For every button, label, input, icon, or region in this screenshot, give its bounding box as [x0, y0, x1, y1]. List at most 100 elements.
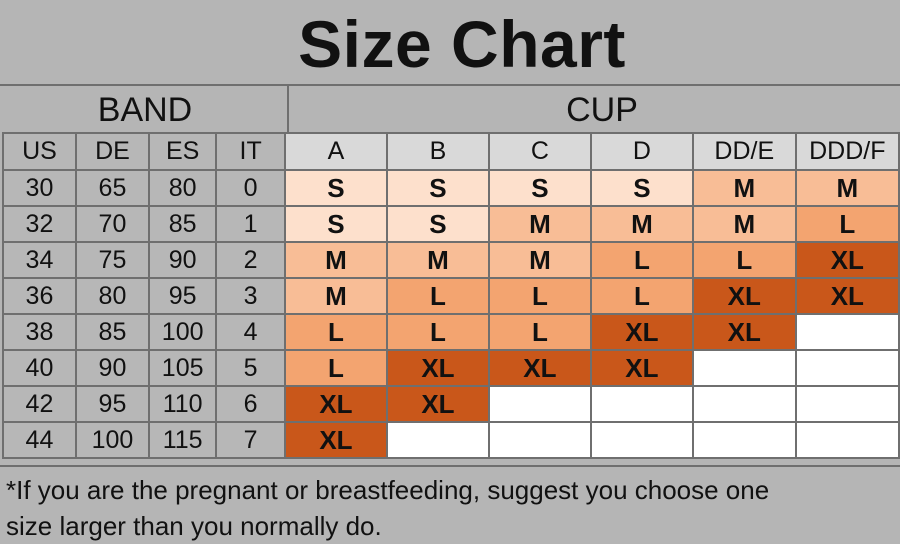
empty-cell — [691, 421, 797, 459]
size-cell: XL — [283, 421, 388, 459]
header-divider — [287, 86, 289, 132]
band-cell: 7 — [215, 421, 286, 459]
size-cell: L — [385, 313, 490, 351]
size-cell: L — [794, 205, 900, 243]
band-cell: 2 — [215, 241, 286, 279]
band-cell: 85 — [74, 313, 151, 351]
size-cell: XL — [794, 277, 900, 315]
size-cell: M — [487, 241, 592, 279]
empty-cell — [691, 349, 797, 387]
band-cell: 75 — [74, 241, 151, 279]
empty-cell — [794, 313, 900, 351]
footer-line-1: *If you are the pregnant or breastfeedin… — [6, 475, 770, 505]
empty-cell — [691, 385, 797, 423]
size-table: US DE ES IT A B C D DD/E DDD/F 30 65 80 0 S S S S M M 32 70 85… — [2, 132, 900, 459]
size-cell: XL — [487, 349, 592, 387]
size-cell: XL — [794, 241, 900, 279]
size-cell: L — [283, 313, 388, 351]
table-row: 38 85 100 4 L L L XL XL — [2, 313, 900, 351]
band-cell: 65 — [74, 169, 151, 207]
cup-column-header: DD/E — [691, 132, 797, 171]
table-row: 42 95 110 6 XL XL — [2, 385, 900, 423]
band-column-header: IT — [215, 132, 286, 171]
footer-line-2: size larger than you normally do. — [6, 511, 382, 541]
band-cell: 80 — [74, 277, 151, 315]
band-cell: 30 — [2, 169, 77, 207]
size-cell: S — [283, 205, 388, 243]
size-cell: L — [283, 349, 388, 387]
empty-cell — [487, 385, 592, 423]
table-row: 30 65 80 0 S S S S M M — [2, 169, 900, 207]
band-cell: 5 — [215, 349, 286, 387]
size-cell: M — [385, 241, 490, 279]
band-cell: 36 — [2, 277, 77, 315]
title-divider — [0, 84, 900, 86]
cup-column-header: A — [283, 132, 388, 171]
size-cell: XL — [691, 277, 797, 315]
size-cell: L — [589, 277, 694, 315]
cup-column-header: C — [487, 132, 592, 171]
size-cell: XL — [691, 313, 797, 351]
size-cell: L — [487, 313, 592, 351]
size-cell: S — [385, 169, 490, 207]
band-cell: 1 — [215, 205, 286, 243]
cup-column-header: B — [385, 132, 490, 171]
band-cell: 42 — [2, 385, 77, 423]
band-cell: 90 — [74, 349, 151, 387]
size-cell: XL — [589, 313, 694, 351]
band-column-header: ES — [148, 132, 218, 171]
size-cell: M — [691, 169, 797, 207]
size-cell: S — [283, 169, 388, 207]
band-cell: 95 — [148, 277, 218, 315]
band-cell: 105 — [148, 349, 218, 387]
empty-cell — [794, 385, 900, 423]
band-cell: 4 — [215, 313, 286, 351]
size-cell: M — [691, 205, 797, 243]
band-cell: 32 — [2, 205, 77, 243]
band-column-header: DE — [74, 132, 151, 171]
size-cell: XL — [589, 349, 694, 387]
size-cell: L — [487, 277, 592, 315]
size-cell: S — [589, 169, 694, 207]
footer-note: *If you are the pregnant or breastfeedin… — [6, 472, 900, 544]
band-cell: 3 — [215, 277, 286, 315]
empty-cell — [385, 421, 490, 459]
size-cell: M — [283, 277, 388, 315]
band-cell: 44 — [2, 421, 77, 459]
band-column-header: US — [2, 132, 77, 171]
band-cell: 85 — [148, 205, 218, 243]
size-cell: L — [691, 241, 797, 279]
size-cell: L — [385, 277, 490, 315]
band-cell: 115 — [148, 421, 218, 459]
size-cell: M — [283, 241, 388, 279]
size-cell: M — [794, 169, 900, 207]
band-cell: 100 — [74, 421, 151, 459]
band-cell: 110 — [148, 385, 218, 423]
column-header-row: US DE ES IT A B C D DD/E DDD/F — [2, 132, 900, 171]
table-row: 34 75 90 2 M M M L L XL — [2, 241, 900, 279]
table-row: 36 80 95 3 M L L L XL XL — [2, 277, 900, 315]
empty-cell — [794, 349, 900, 387]
band-cell: 90 — [148, 241, 218, 279]
band-cell: 40 — [2, 349, 77, 387]
empty-cell — [487, 421, 592, 459]
band-cell: 100 — [148, 313, 218, 351]
size-cell: S — [487, 169, 592, 207]
table-row: 40 90 105 5 L XL XL XL — [2, 349, 900, 387]
band-cell: 70 — [74, 205, 151, 243]
size-cell: XL — [385, 349, 490, 387]
footer-divider — [0, 465, 900, 467]
cup-header: CUP — [566, 91, 638, 129]
size-cell: M — [589, 205, 694, 243]
empty-cell — [589, 385, 694, 423]
size-cell: XL — [385, 385, 490, 423]
size-cell: S — [385, 205, 490, 243]
band-cell: 34 — [2, 241, 77, 279]
band-cell: 0 — [215, 169, 286, 207]
band-header: BAND — [97, 91, 193, 129]
size-cell: M — [487, 205, 592, 243]
empty-cell — [589, 421, 694, 459]
band-cell: 95 — [74, 385, 151, 423]
cup-column-header: D — [589, 132, 694, 171]
band-cell: 6 — [215, 385, 286, 423]
